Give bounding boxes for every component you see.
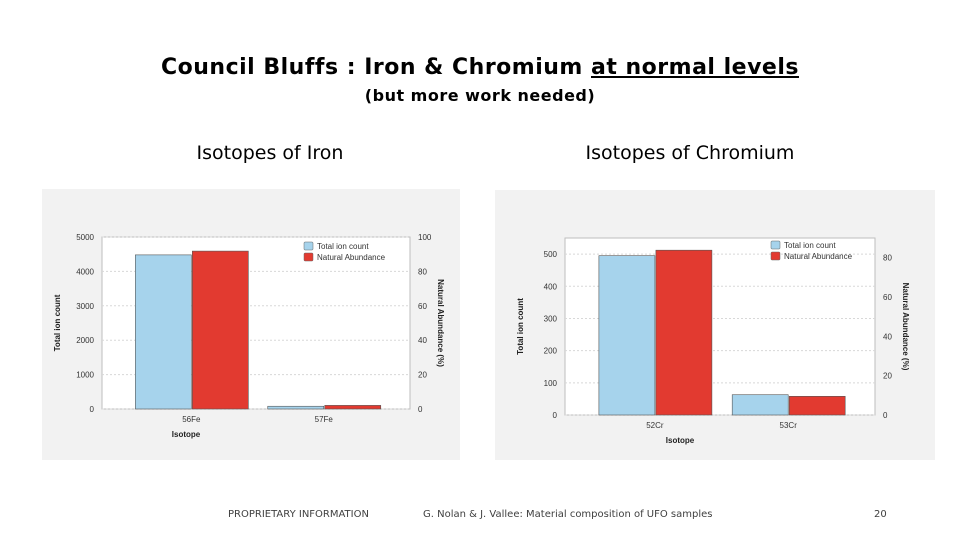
y-axis-label: Total ion count [53, 294, 62, 351]
bar-52Cr-total-ion-count [598, 255, 656, 416]
bar-53Cr-natural-abundance [788, 396, 846, 416]
y-right-tick-label: 40 [883, 332, 892, 341]
title-underlined: at normal levels [591, 55, 799, 80]
y-right-tick-label: 80 [883, 254, 892, 263]
footer-credit: G. Nolan & J. Vallee: Material compositi… [423, 509, 713, 520]
x-tick-label: 56Fe [182, 415, 201, 424]
page-number: 20 [874, 509, 887, 520]
legend-entry: Natural Abundance [784, 252, 853, 261]
bar-57Fe-total-ion-count [267, 405, 325, 410]
y-right-tick-label: 0 [883, 411, 888, 420]
bar-56Fe-natural-abundance [192, 250, 249, 410]
chromium-caption: Isotopes of Chromium [585, 142, 795, 164]
y-right-tick-label: 20 [418, 371, 427, 380]
x-axis-label: Isotope [666, 436, 695, 445]
bar-56Fe-total-ion-count [135, 254, 192, 410]
y-right-axis-label: Natural Abundance (%) [436, 279, 445, 367]
y-right-tick-label: 0 [418, 405, 423, 414]
x-tick-label: 52Cr [646, 421, 664, 430]
legend-entry: Natural Abundance [317, 253, 386, 262]
bar-53Cr-total-ion-count [731, 394, 789, 416]
legend-swatch [770, 240, 781, 250]
y-tick-label: 5000 [76, 233, 94, 242]
y-axis-label: Total ion count [516, 298, 525, 355]
y-right-tick-label: 40 [418, 336, 427, 345]
y-tick-label: 1000 [76, 371, 94, 380]
chromium-chart-panel: 0 100 200 300 400 500 0 20 40 60 80 52Cr 53Cr Isotope… [495, 190, 935, 460]
legend-swatch [770, 251, 781, 261]
y-tick-label: 3000 [76, 302, 94, 311]
bar-52Cr-natural-abundance [655, 249, 713, 416]
y-tick-label: 2000 [76, 336, 94, 345]
legend-entry: Total ion count [784, 241, 836, 250]
iron-isotope-chart: 0 1000 2000 3000 4000 5000 0 20 40 60 80 100 56Fe 57F… [53, 233, 445, 439]
y-right-axis-label: Natural Abundance (%) [901, 283, 910, 371]
y-right-tick-label: 100 [418, 233, 432, 242]
y-tick-label: 100 [544, 379, 558, 388]
y-tick-label: 4000 [76, 267, 94, 276]
footer-proprietary: PROPRIETARY INFORMATION [228, 509, 369, 520]
x-tick-label: 57Fe [315, 415, 334, 424]
y-right-tick-label: 60 [418, 302, 427, 311]
x-tick-label: 53Cr [780, 421, 798, 430]
bar-57Fe-natural-abundance [324, 405, 382, 410]
y-right-tick-label: 80 [418, 267, 427, 276]
title-main: Council Bluffs : Iron & Chromium [161, 55, 591, 80]
y-tick-label: 0 [553, 411, 558, 420]
x-axis-label: Isotope [172, 430, 201, 439]
legend-swatch [303, 252, 314, 262]
legend-swatch [303, 241, 314, 251]
y-tick-label: 400 [544, 282, 558, 291]
y-tick-label: 300 [544, 314, 558, 323]
slide-title: Council Bluffs : Iron & Chromium at norm… [0, 55, 960, 80]
y-tick-label: 500 [544, 250, 558, 259]
iron-caption: Isotopes of Iron [196, 142, 344, 164]
iron-chart-panel: 0 1000 2000 3000 4000 5000 0 20 40 60 80 100 56Fe 57F… [42, 189, 460, 460]
y-right-tick-label: 60 [883, 293, 892, 302]
y-tick-label: 0 [90, 405, 95, 414]
legend-entry: Total ion count [317, 242, 369, 251]
y-right-tick-label: 20 [883, 372, 892, 381]
chromium-isotope-chart: 0 100 200 300 400 500 0 20 40 60 80 52Cr 53Cr Isotope… [516, 237, 910, 445]
slide-subtitle: (but more work needed) [364, 86, 596, 105]
y-tick-label: 200 [544, 347, 558, 356]
